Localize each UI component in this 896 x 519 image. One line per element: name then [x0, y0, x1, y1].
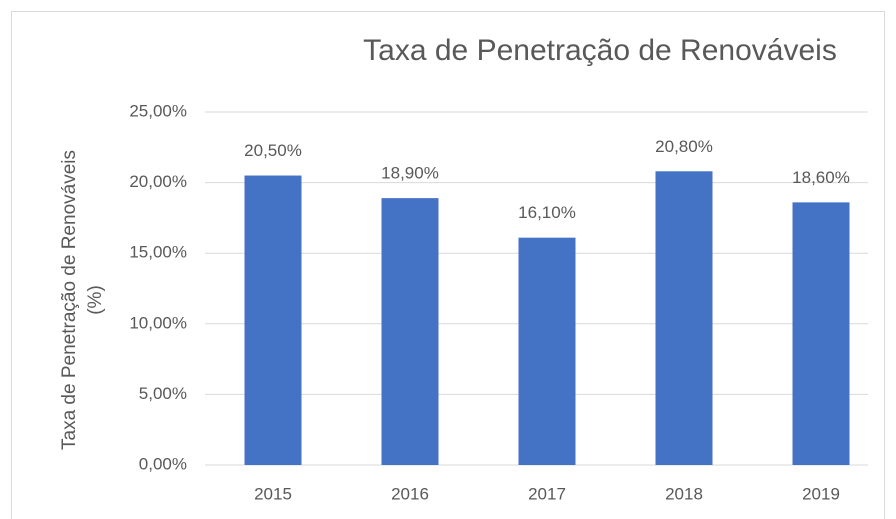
y-tick-label: 20,00%: [129, 172, 187, 191]
x-tick-label: 2016: [391, 484, 429, 503]
y-axis-label-line: (%): [85, 285, 106, 315]
y-tick-label: 25,00%: [129, 101, 187, 120]
bar: [655, 171, 713, 465]
y-tick-label: 10,00%: [129, 313, 187, 332]
x-tick-label: 2019: [802, 484, 840, 503]
data-label: 20,50%: [244, 141, 302, 160]
chart-title: Taxa de Penetração de Renováveis: [363, 34, 837, 67]
x-tick-label: 2017: [528, 484, 566, 503]
bar: [244, 175, 302, 466]
bar: [518, 237, 576, 465]
data-label: 18,60%: [792, 168, 850, 187]
bar: [792, 202, 850, 466]
y-tick-label: 5,00%: [139, 384, 187, 403]
y-tick-label: 0,00%: [139, 454, 187, 473]
data-label: 18,90%: [381, 164, 439, 183]
chart-border: [11, 11, 885, 519]
data-label: 20,80%: [655, 137, 713, 156]
y-axis-label: Taxa de Penetração de Renováveis (%): [59, 150, 106, 450]
bar: [381, 198, 439, 465]
data-label: 16,10%: [518, 203, 576, 222]
y-tick-label: 15,00%: [129, 243, 187, 262]
y-axis-label-line: Taxa de Penetração de Renováveis: [59, 150, 80, 450]
x-tick-label: 2015: [254, 484, 292, 503]
x-tick-label: 2018: [665, 484, 703, 503]
